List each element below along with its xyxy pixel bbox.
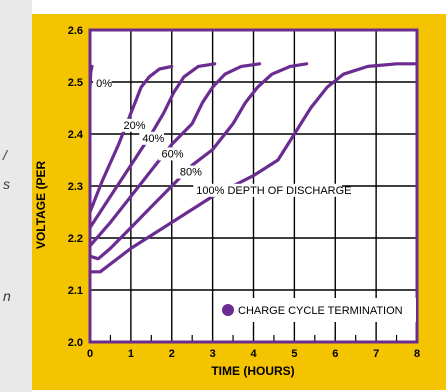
side-fragment-1: / bbox=[2, 147, 9, 163]
legend-box bbox=[216, 298, 416, 322]
x-tick-label-3: 3 bbox=[210, 348, 216, 360]
background-shape bbox=[0, 0, 32, 392]
x-tick-label-0: 0 bbox=[87, 348, 93, 360]
y-tick-label-2.6: 2.6 bbox=[68, 25, 83, 37]
x-tick-label-1: 1 bbox=[128, 348, 134, 360]
legend-label: CHARGE CYCLE TERMINATION bbox=[238, 305, 403, 317]
series-label-0: 0% bbox=[96, 78, 112, 90]
side-fragment-3: n bbox=[3, 288, 11, 304]
x-tick-label-2: 2 bbox=[169, 348, 175, 360]
series-label-bg-1 bbox=[120, 118, 146, 132]
series-label-bg-2 bbox=[139, 131, 164, 145]
series-label-layer: 0% 20%40% 60% 80% 100% DEPTH OF DISCHARGE bbox=[93, 77, 352, 197]
series-line-1 bbox=[88, 64, 174, 214]
y-axis-title: VOLTAGE (PER bbox=[34, 161, 48, 250]
y-tick-label-2.1: 2.1 bbox=[68, 285, 83, 297]
tick-label-layer: 0 1 2 3 4 5 6 7 8 2.0 2.1 2.2 2.3 2.4 2.5 2.6 bbox=[68, 25, 420, 360]
x-tick-label-8: 8 bbox=[414, 348, 420, 360]
series-line-5 bbox=[88, 62, 419, 274]
y-tick-label-2.2: 2.2 bbox=[68, 233, 83, 245]
series-label-3: 60% bbox=[162, 148, 184, 160]
series-line-4 bbox=[88, 62, 309, 261]
series-line-2 bbox=[88, 62, 217, 230]
x-tick-label-6: 6 bbox=[332, 348, 338, 360]
series-layer bbox=[88, 62, 419, 274]
x-tick-label-7: 7 bbox=[373, 348, 379, 360]
series-label-bg-3 bbox=[158, 147, 184, 161]
series-label-bg-0 bbox=[93, 77, 112, 91]
x-tick-label-5: 5 bbox=[291, 348, 297, 360]
series-label-1: 20% bbox=[124, 120, 146, 132]
plot-border bbox=[88, 28, 419, 344]
x-tick-label-4: 4 bbox=[250, 348, 257, 360]
x-axis-title: TIME (HOURS) bbox=[211, 364, 294, 378]
legend: CHARGE CYCLE TERMINATION bbox=[216, 298, 416, 322]
y-tick-label-2.5: 2.5 bbox=[68, 77, 83, 89]
series-label-bg-4 bbox=[176, 165, 202, 179]
series-label-5: 100% DEPTH OF DISCHARGE bbox=[196, 185, 351, 197]
y-tick-label-2.0: 2.0 bbox=[68, 337, 83, 349]
side-fragment-2: s bbox=[3, 176, 10, 192]
series-label-2: 40% bbox=[142, 133, 164, 145]
legend-marker bbox=[222, 304, 234, 316]
series-label-4: 80% bbox=[180, 167, 202, 179]
y-tick-label-2.4: 2.4 bbox=[68, 129, 84, 141]
y-tick-label-2.3: 2.3 bbox=[68, 181, 83, 193]
series-label-bg-5 bbox=[193, 183, 342, 197]
series-line-3 bbox=[88, 62, 262, 248]
